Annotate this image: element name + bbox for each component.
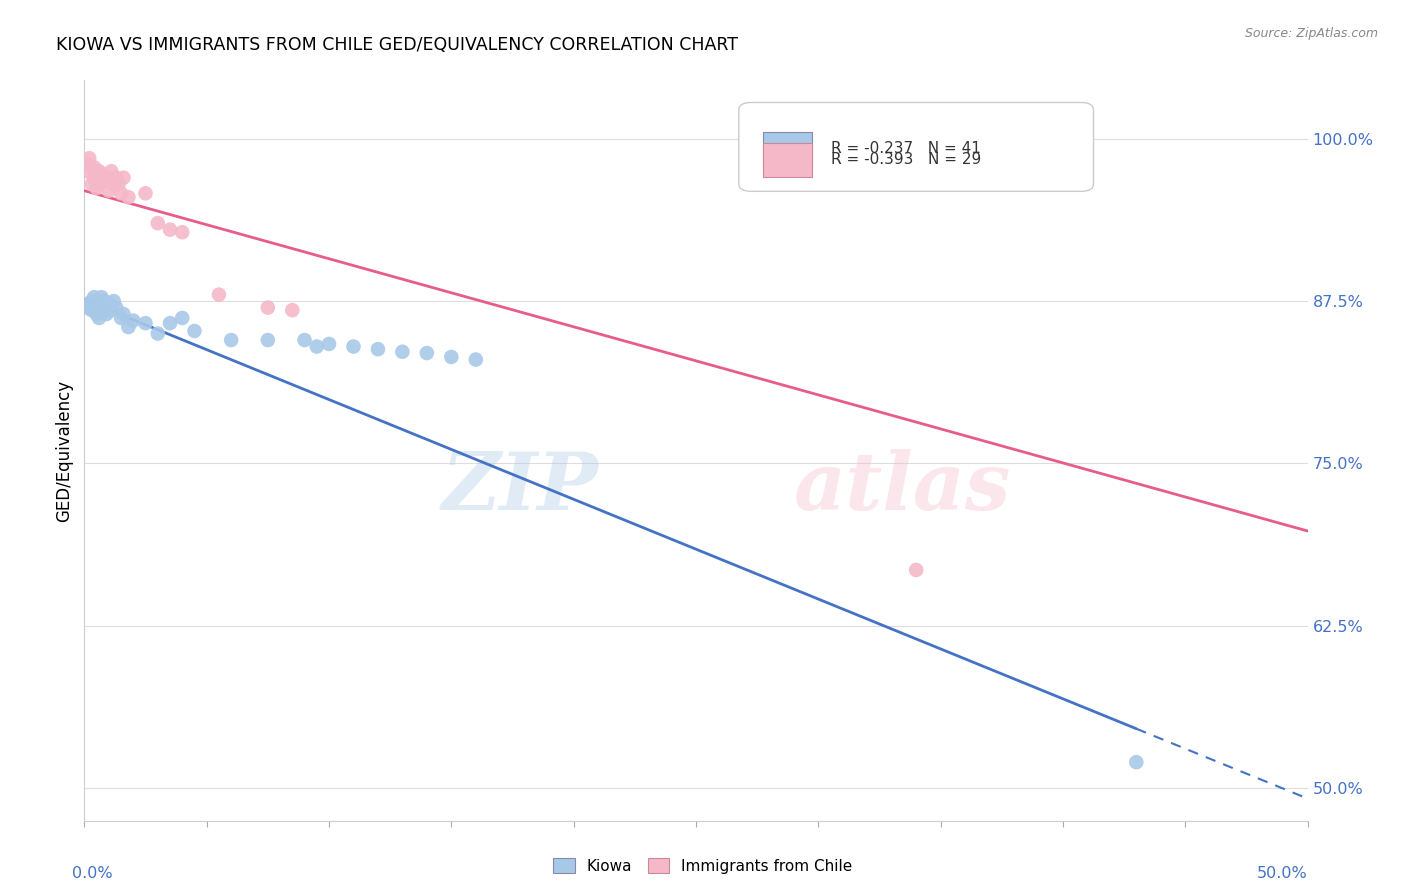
Text: R = -0.237   N = 41: R = -0.237 N = 41 <box>831 141 980 156</box>
Point <box>87 164 110 178</box>
Point <box>83 170 105 185</box>
Point <box>100 303 122 318</box>
Point <box>172 225 194 239</box>
Text: Source: ZipAtlas.com: Source: ZipAtlas.com <box>1244 27 1378 40</box>
Text: 50.0%: 50.0% <box>1257 866 1308 881</box>
Point <box>100 164 122 178</box>
Point <box>440 350 463 364</box>
Point <box>86 168 108 182</box>
Point <box>83 161 105 175</box>
Point <box>294 333 316 347</box>
Point <box>96 173 118 187</box>
Point <box>257 333 280 347</box>
Point <box>93 294 115 309</box>
Point <box>172 310 194 325</box>
Point <box>76 164 98 178</box>
Point <box>80 294 103 309</box>
Point <box>103 294 125 309</box>
Point <box>183 324 205 338</box>
Point <box>305 340 328 354</box>
Point <box>257 301 280 315</box>
Point <box>281 303 304 318</box>
Point <box>97 301 120 315</box>
FancyBboxPatch shape <box>763 132 813 165</box>
Point <box>219 333 242 347</box>
Point <box>87 177 110 191</box>
Point <box>159 316 181 330</box>
Point <box>135 316 157 330</box>
Text: ZIP: ZIP <box>441 449 598 526</box>
Point <box>86 181 108 195</box>
Text: 0.0%: 0.0% <box>72 866 112 881</box>
Point <box>90 296 112 310</box>
Point <box>905 563 928 577</box>
Point <box>1125 755 1147 769</box>
Point <box>80 303 103 318</box>
Point <box>87 301 110 315</box>
Point <box>416 346 439 360</box>
Text: KIOWA VS IMMIGRANTS FROM CHILE GED/EQUIVALENCY CORRELATION CHART: KIOWA VS IMMIGRANTS FROM CHILE GED/EQUIV… <box>56 36 738 54</box>
Point <box>103 177 125 191</box>
Point <box>110 186 132 201</box>
Point <box>105 301 128 315</box>
Point <box>93 303 115 318</box>
Point <box>86 298 108 312</box>
Point <box>76 301 98 315</box>
Point <box>77 151 100 165</box>
Point <box>83 301 105 315</box>
Point <box>391 344 413 359</box>
Point <box>90 173 112 187</box>
Point <box>122 313 145 327</box>
Point <box>97 184 120 198</box>
Point <box>80 177 103 191</box>
Y-axis label: GED/Equivalency: GED/Equivalency <box>55 379 73 522</box>
Text: R = -0.393   N = 29: R = -0.393 N = 29 <box>831 152 981 167</box>
Point <box>77 158 100 172</box>
Point <box>110 310 132 325</box>
Text: atlas: atlas <box>794 449 1011 526</box>
Point <box>135 186 157 201</box>
Point <box>93 168 115 182</box>
Point <box>105 170 128 185</box>
Point <box>83 290 105 304</box>
Point <box>97 296 120 310</box>
Point <box>90 290 112 304</box>
FancyBboxPatch shape <box>763 144 813 177</box>
Point <box>117 320 139 334</box>
Point <box>96 307 118 321</box>
Legend: Kiowa, Immigrants from Chile: Kiowa, Immigrants from Chile <box>547 852 859 880</box>
Point <box>159 222 181 236</box>
Point <box>342 340 364 354</box>
Point <box>146 326 169 341</box>
FancyBboxPatch shape <box>738 103 1094 191</box>
Point <box>208 287 231 301</box>
Point <box>318 337 340 351</box>
Point <box>77 296 100 310</box>
Point <box>87 310 110 325</box>
Point <box>117 190 139 204</box>
Point <box>86 307 108 321</box>
Point <box>112 170 135 185</box>
Point <box>146 216 169 230</box>
Point <box>112 307 135 321</box>
Point <box>464 352 486 367</box>
Point <box>367 342 389 356</box>
Point <box>107 177 129 191</box>
